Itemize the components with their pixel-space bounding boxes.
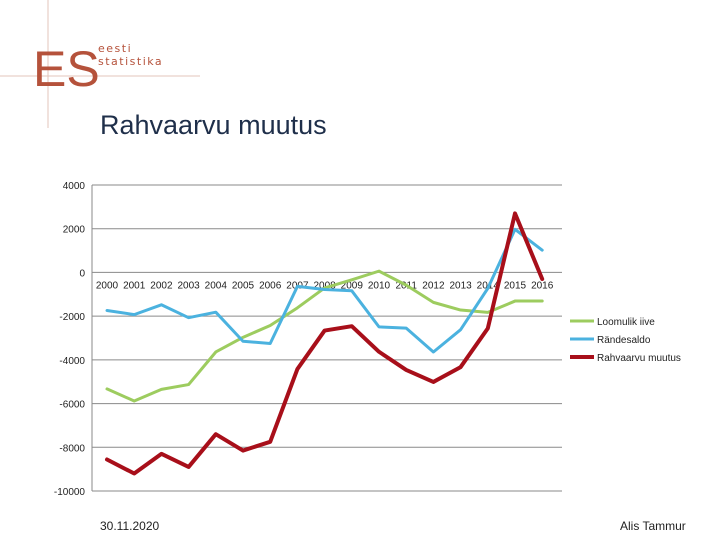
y-tick-label: -2000 — [59, 312, 85, 323]
x-tick-label: 2016 — [531, 280, 554, 291]
y-tick-label: -8000 — [59, 443, 85, 454]
y-tick-label: 2000 — [63, 225, 86, 236]
x-tick-label: 2001 — [123, 280, 146, 291]
y-tick-label: -10000 — [54, 487, 86, 498]
y-tick-label: 4000 — [63, 181, 86, 192]
series-line — [105, 227, 544, 354]
x-tick-label: 2013 — [449, 280, 472, 291]
x-tick-label: 2000 — [96, 280, 119, 291]
legend-label: Rändesaldo — [597, 335, 651, 346]
x-tick-label: 2008 — [313, 280, 336, 291]
slide-date: 30.11.2020 — [100, 519, 160, 533]
legend-label: Rahvaarvu muutus — [597, 353, 681, 364]
y-tick-label: -4000 — [59, 356, 85, 367]
series-line — [105, 211, 545, 476]
logo-mark: ES — [33, 41, 100, 97]
x-tick-label: 2012 — [422, 280, 445, 291]
logo-word-line2: statistika — [98, 55, 164, 68]
legend-label: Loomulik iive — [597, 317, 655, 328]
logo-graphic: ES — [0, 0, 200, 128]
estonian-statistics-logo: ES eesti statistika — [0, 0, 200, 130]
x-tick-label: 2002 — [150, 280, 173, 291]
y-tick-label: -6000 — [59, 400, 85, 411]
x-tick-label: 2005 — [232, 280, 255, 291]
x-tick-label: 2009 — [341, 280, 364, 291]
slide-title: Rahvaarvu muutus — [100, 110, 327, 140]
x-tick-label: 2006 — [259, 280, 282, 291]
x-tick-label: 2003 — [177, 280, 200, 291]
x-tick-label: 2004 — [205, 280, 228, 291]
x-tick-label: 2010 — [368, 280, 391, 291]
slide-author: Alis Tammur — [620, 519, 686, 533]
series-line — [105, 269, 544, 403]
y-tick-label: 0 — [79, 268, 85, 279]
logo-word-line1: eesti — [98, 42, 133, 55]
x-tick-label: 2015 — [504, 280, 527, 291]
